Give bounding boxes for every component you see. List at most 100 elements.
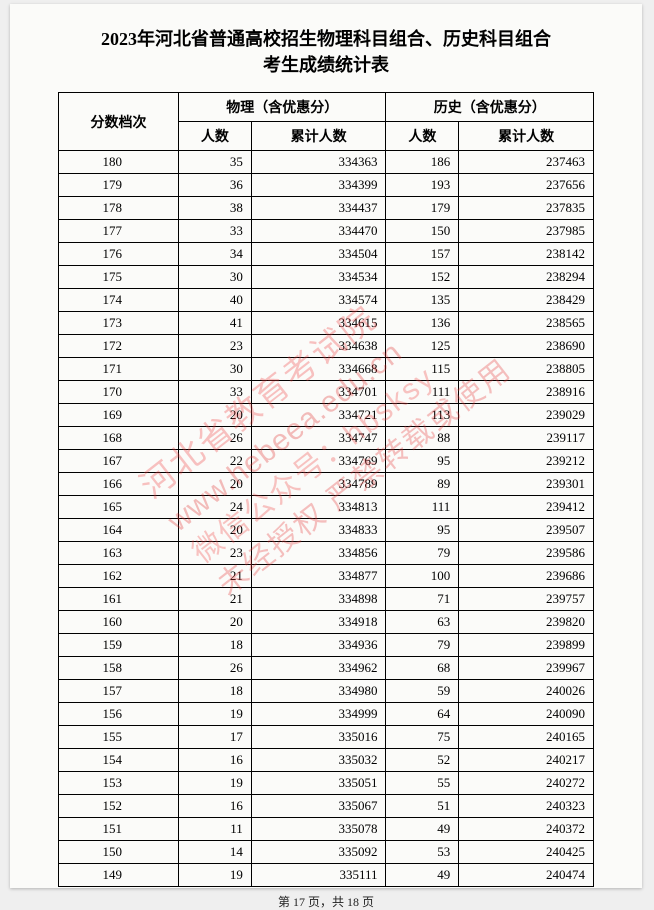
document-page: 2023年河北省普通高校招生物理科目组合、历史科目组合 考生成绩统计表 分数档次… [10,4,642,888]
table-row: 1501433509253240425 [59,841,594,864]
cell-value: 335032 [251,749,386,772]
cell-value: 238916 [459,381,594,404]
cell-value: 18 [179,634,252,657]
table-row: 1531933505155240272 [59,772,594,795]
table-row: 1672233476995239212 [59,450,594,473]
cell-value: 335111 [251,864,386,887]
cell-score: 168 [59,427,179,450]
table-row: 1571833498059240026 [59,680,594,703]
cell-value: 34 [179,243,252,266]
cell-value: 335092 [251,841,386,864]
cell-value: 68 [386,657,459,680]
table-row: 1511133507849240372 [59,818,594,841]
cell-score: 180 [59,151,179,174]
page-footer: 第 17 页，共 18 页 [58,893,594,910]
cell-value: 95 [386,519,459,542]
table-row: 16221334877100239686 [59,565,594,588]
cell-value: 40 [179,289,252,312]
cell-value: 239820 [459,611,594,634]
cell-value: 239029 [459,404,594,427]
col-phys-count: 人数 [179,122,252,151]
cell-value: 335078 [251,818,386,841]
cell-score: 161 [59,588,179,611]
cell-value: 23 [179,335,252,358]
cell-score: 171 [59,358,179,381]
cell-value: 16 [179,749,252,772]
cell-value: 240090 [459,703,594,726]
table-row: 1541633503252240217 [59,749,594,772]
cell-value: 334363 [251,151,386,174]
table-row: 1632333485679239586 [59,542,594,565]
cell-value: 240217 [459,749,594,772]
cell-value: 334813 [251,496,386,519]
cell-value: 334574 [251,289,386,312]
cell-value: 53 [386,841,459,864]
cell-value: 334534 [251,266,386,289]
cell-value: 238565 [459,312,594,335]
cell-value: 20 [179,404,252,427]
cell-score: 175 [59,266,179,289]
cell-value: 334833 [251,519,386,542]
cell-value: 89 [386,473,459,496]
cell-value: 186 [386,151,459,174]
cell-score: 152 [59,795,179,818]
table-row: 1662033478989239301 [59,473,594,496]
cell-value: 11 [179,818,252,841]
cell-score: 172 [59,335,179,358]
cell-score: 151 [59,818,179,841]
cell-value: 38 [179,197,252,220]
cell-value: 237835 [459,197,594,220]
cell-value: 136 [386,312,459,335]
cell-value: 237656 [459,174,594,197]
cell-score: 153 [59,772,179,795]
cell-value: 150 [386,220,459,243]
cell-value: 239586 [459,542,594,565]
cell-value: 239301 [459,473,594,496]
cell-value: 335051 [251,772,386,795]
cell-value: 22 [179,450,252,473]
cell-value: 49 [386,864,459,887]
cell-value: 21 [179,588,252,611]
table-row: 17223334638125238690 [59,335,594,358]
cell-value: 111 [386,496,459,519]
cell-value: 240272 [459,772,594,795]
cell-value: 115 [386,358,459,381]
cell-value: 30 [179,266,252,289]
cell-value: 71 [386,588,459,611]
title-line-1: 2023年河北省普通高校招生物理科目组合、历史科目组合 [101,29,551,49]
cell-value: 111 [386,381,459,404]
cell-score: 178 [59,197,179,220]
cell-score: 150 [59,841,179,864]
cell-value: 20 [179,519,252,542]
cell-value: 334769 [251,450,386,473]
page-title: 2023年河北省普通高校招生物理科目组合、历史科目组合 考生成绩统计表 [58,26,594,78]
cell-score: 165 [59,496,179,519]
cell-value: 335067 [251,795,386,818]
cell-value: 334877 [251,565,386,588]
cell-value: 334936 [251,634,386,657]
cell-value: 240425 [459,841,594,864]
table-row: 1551733501675240165 [59,726,594,749]
table-row: 17130334668115238805 [59,358,594,381]
cell-value: 334399 [251,174,386,197]
table-row: 16920334721113239029 [59,404,594,427]
table-row: 17838334437179237835 [59,197,594,220]
cell-value: 19 [179,772,252,795]
cell-value: 157 [386,243,459,266]
cell-value: 63 [386,611,459,634]
cell-value: 334470 [251,220,386,243]
cell-value: 49 [386,818,459,841]
cell-score: 158 [59,657,179,680]
cell-value: 26 [179,427,252,450]
cell-score: 169 [59,404,179,427]
cell-value: 79 [386,634,459,657]
cell-value: 135 [386,289,459,312]
cell-value: 26 [179,657,252,680]
cell-value: 334504 [251,243,386,266]
cell-value: 17 [179,726,252,749]
cell-value: 334721 [251,404,386,427]
col-hist-count: 人数 [386,122,459,151]
cell-value: 334668 [251,358,386,381]
cell-value: 18 [179,680,252,703]
cell-value: 41 [179,312,252,335]
